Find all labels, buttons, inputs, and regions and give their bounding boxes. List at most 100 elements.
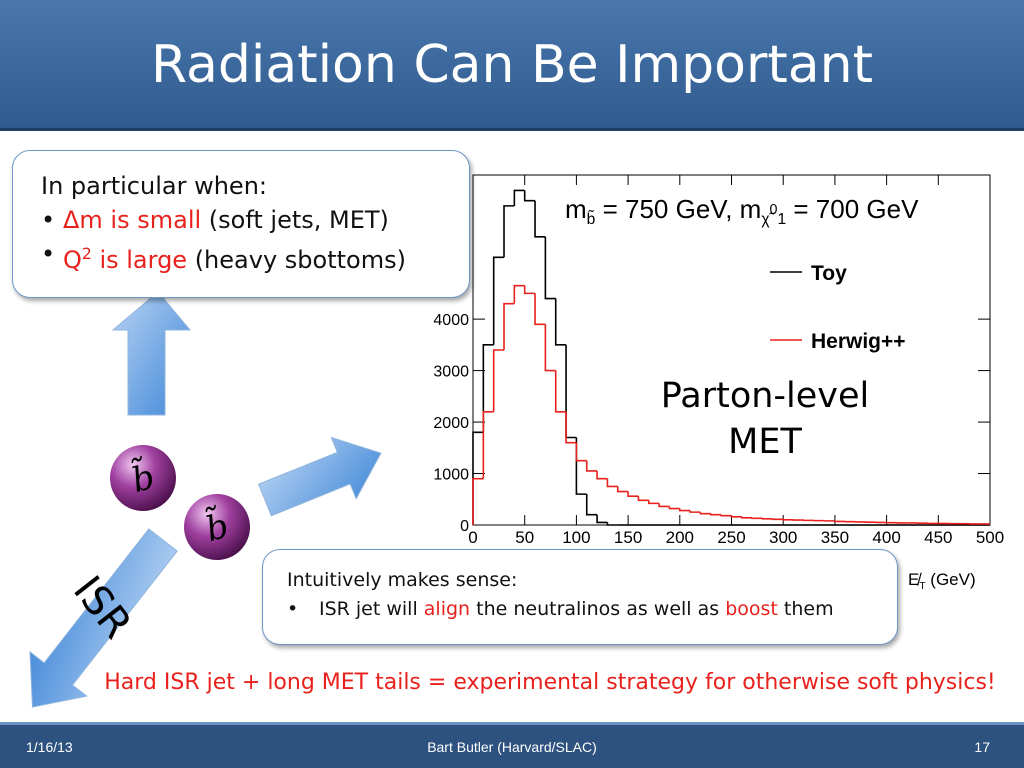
bullet: • Q2 is large (heavy sbottoms) bbox=[41, 237, 469, 277]
text-run: (GeV) bbox=[926, 570, 976, 589]
text-run: = 700 GeV bbox=[786, 194, 919, 224]
hist-bin bbox=[596, 514, 608, 524]
text-run: T bbox=[919, 581, 925, 592]
text-run: 1 bbox=[777, 211, 786, 228]
footer-band bbox=[0, 725, 1024, 768]
hist-bin bbox=[565, 411, 577, 444]
slide-title: Radiation Can Be Important bbox=[151, 35, 873, 95]
hist-bin bbox=[699, 512, 711, 515]
text-box: Intuitively makes sense: • ISR jet will al… bbox=[262, 549, 898, 645]
legend-label: Toy bbox=[811, 262, 847, 285]
x-tick-label: 50 bbox=[515, 528, 534, 547]
footer-author: Bart Butler (Harvard/SLAC) bbox=[427, 739, 597, 755]
bullet-dot: • bbox=[41, 206, 56, 234]
hist-bin bbox=[616, 486, 629, 493]
hist-bin bbox=[534, 293, 546, 326]
text-run: 2 bbox=[81, 245, 92, 263]
hist-bin bbox=[492, 256, 505, 345]
hist-bin bbox=[554, 298, 567, 346]
hist-bin bbox=[554, 370, 567, 413]
hist-bin bbox=[730, 515, 742, 518]
text-run: boost bbox=[725, 598, 778, 620]
header-rule bbox=[0, 128, 1024, 131]
hist-bin bbox=[503, 205, 515, 258]
y-tick-label: 4000 bbox=[433, 312, 469, 329]
hist-bin bbox=[751, 517, 763, 520]
x-tick-label: 150 bbox=[614, 528, 642, 547]
hist-bin bbox=[679, 508, 691, 512]
hist-bin bbox=[741, 516, 753, 519]
hist-bin bbox=[689, 510, 701, 513]
text-box: In particular when: • Δm is small (soft je… bbox=[12, 150, 470, 298]
hist-bin bbox=[513, 284, 525, 304]
text-run: them bbox=[777, 598, 834, 620]
hist-bin bbox=[523, 190, 536, 202]
x-tick-label: 0 bbox=[468, 528, 477, 547]
annotation: Parton-level bbox=[661, 376, 870, 416]
text-run: Q bbox=[63, 246, 82, 274]
footer-rule bbox=[0, 722, 1024, 725]
arrow-right bbox=[257, 436, 382, 517]
hist-bin bbox=[647, 500, 660, 505]
footer-date: 1/16/13 bbox=[26, 739, 73, 755]
hist-bin bbox=[710, 513, 722, 516]
hist-bin bbox=[606, 522, 618, 526]
text-run: Δm is small bbox=[63, 206, 202, 234]
bullet-dot: • bbox=[41, 240, 56, 268]
hist-bin bbox=[834, 520, 846, 523]
hist-bin bbox=[585, 460, 598, 472]
text-run: 0 bbox=[770, 202, 778, 218]
bullet-text: ISR jet will align the neutralinos as we… bbox=[319, 595, 834, 624]
arrow-up bbox=[111, 291, 192, 416]
text-run: b̃ bbox=[587, 209, 596, 229]
hist-bin bbox=[482, 344, 494, 433]
hist-bin bbox=[503, 302, 515, 350]
x-tick-label: 300 bbox=[769, 528, 797, 547]
hist-bin bbox=[637, 496, 649, 502]
bullet-text: Δm is small (soft jets, MET) bbox=[63, 203, 389, 237]
chart-title: mb̃ = 750 GeV, mχ̃01 = 700 GeV bbox=[565, 194, 919, 228]
text-run: m bbox=[565, 194, 587, 224]
hist-bin bbox=[575, 437, 587, 495]
title-backdrop bbox=[560, 190, 985, 226]
x-tick-label: 500 bbox=[976, 528, 1004, 547]
hist-bin bbox=[585, 494, 598, 516]
box-heading: In particular when: bbox=[41, 172, 267, 200]
hist-bin bbox=[544, 324, 556, 372]
bullet-dot: • bbox=[287, 598, 299, 620]
text-run: (soft jets, MET) bbox=[201, 206, 389, 234]
hist-bin bbox=[534, 200, 546, 238]
hist-bin bbox=[596, 470, 608, 480]
conclusion: Hard ISR jet + long MET tails = experime… bbox=[104, 670, 996, 695]
plot-frame bbox=[472, 174, 991, 526]
particle bbox=[110, 445, 176, 511]
y-tick-label: 1000 bbox=[433, 467, 469, 484]
arrow-down-left bbox=[29, 528, 178, 708]
text-run: (heavy sbottoms) bbox=[187, 246, 406, 274]
bullet-text: Q2 is large (heavy sbottoms) bbox=[63, 237, 406, 277]
legend-label: Herwig++ bbox=[811, 330, 906, 353]
text-run: the neutralinos as well as bbox=[470, 598, 726, 620]
y-tick-label: 0 bbox=[460, 518, 469, 535]
text-run: = 750 GeV, m bbox=[595, 194, 761, 224]
hist-bin bbox=[720, 514, 732, 517]
hist-bin bbox=[492, 349, 505, 412]
text-run: E̸ bbox=[908, 570, 922, 589]
x-tick-label: 250 bbox=[717, 528, 745, 547]
bullet: • ISR jet will align the neutralinos as w… bbox=[287, 595, 897, 624]
x-tick-label: 350 bbox=[821, 528, 849, 547]
bullet: • Δm is small (soft jets, MET) bbox=[41, 203, 469, 237]
x-tick-label: 200 bbox=[666, 528, 694, 547]
y-tick-label: 3000 bbox=[433, 364, 469, 381]
y-tick-label: 2000 bbox=[433, 415, 469, 432]
x-tick-label: 100 bbox=[562, 528, 590, 547]
hist-bin bbox=[575, 442, 587, 462]
hist-bin bbox=[513, 189, 525, 206]
x-tick-label: 400 bbox=[872, 528, 900, 547]
hist-bin bbox=[772, 518, 784, 521]
hist-bin bbox=[782, 519, 794, 521]
footer-page: 17 bbox=[974, 739, 990, 755]
text-run: is large bbox=[91, 246, 188, 274]
